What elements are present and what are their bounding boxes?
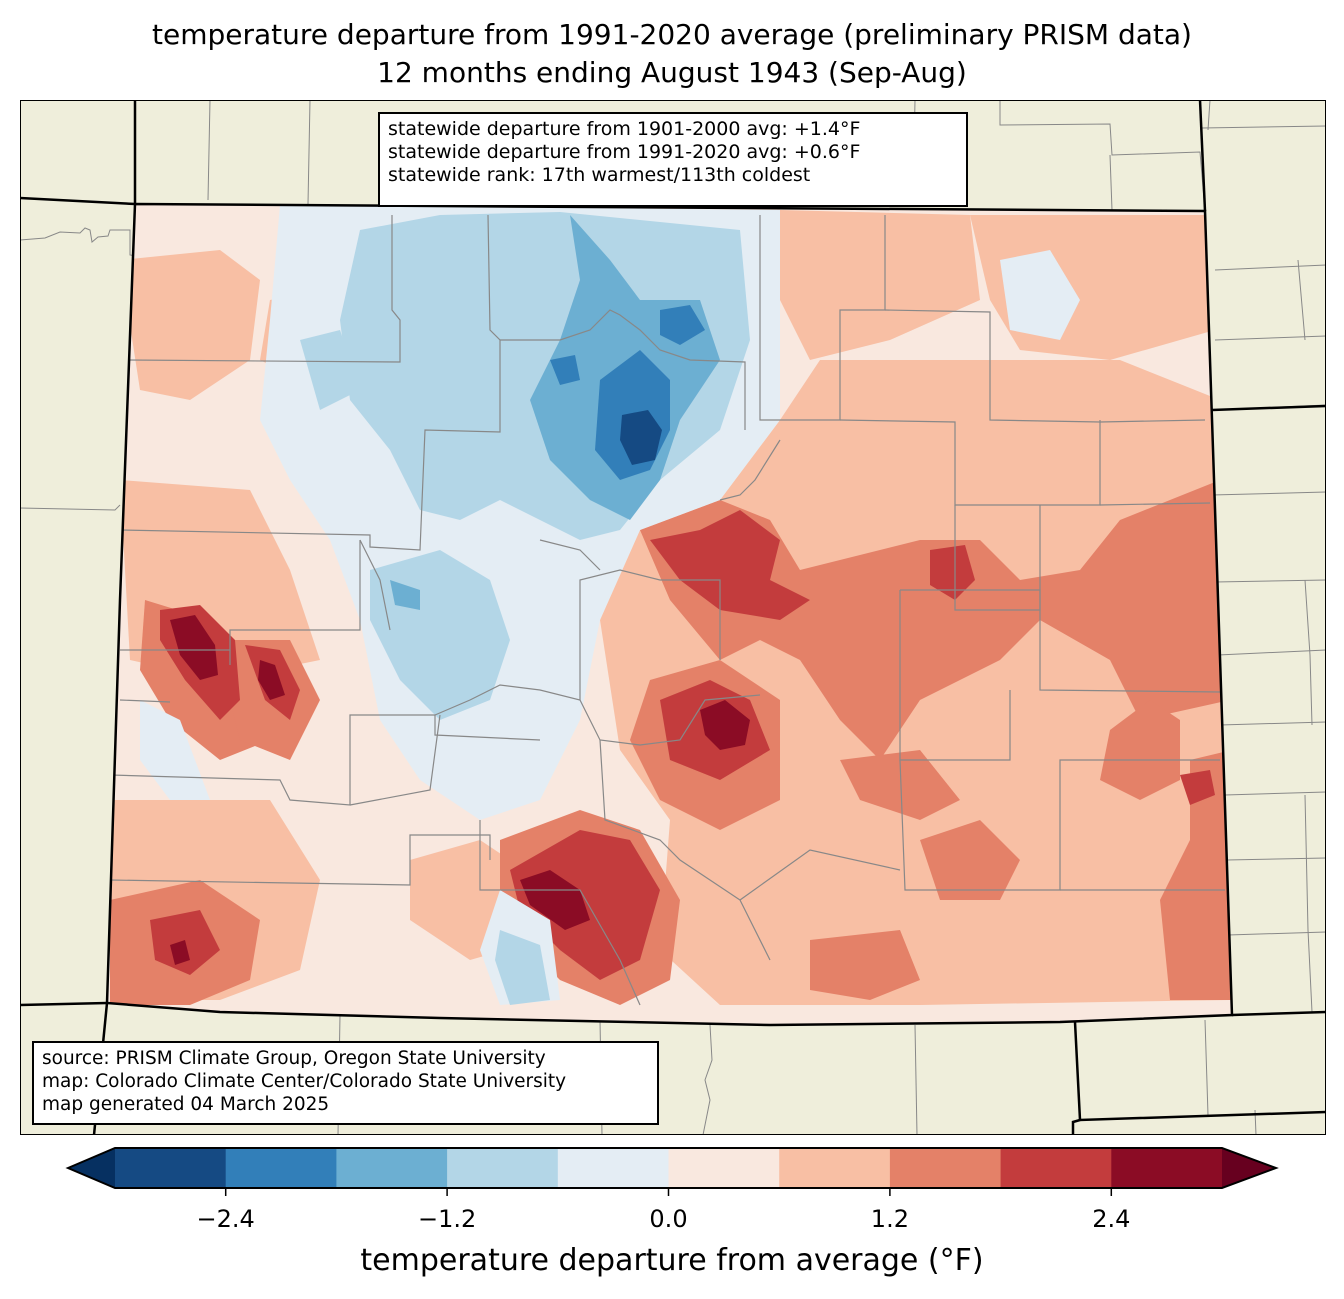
state-borders bbox=[20, 100, 1326, 1135]
colorbar-segment bbox=[889, 1148, 1002, 1188]
colorbar-under-extension bbox=[68, 1148, 115, 1188]
credits-box: source: PRISM Climate Group, Oregon Stat… bbox=[32, 1041, 659, 1125]
stats-rank: statewide rank: 17th warmest/113th colde… bbox=[388, 164, 811, 186]
colorado-border bbox=[105, 202, 1234, 1027]
colorbar-tick-label: −1.2 bbox=[417, 1205, 477, 1233]
colorbar-tick-label: 0.0 bbox=[649, 1205, 688, 1233]
colorbar-segment bbox=[779, 1148, 891, 1188]
colorbar-segment bbox=[1111, 1148, 1223, 1188]
statewide-stats-box: statewide departure from 1901-2000 avg: … bbox=[378, 112, 968, 207]
colorbar-tick-label: −2.4 bbox=[196, 1205, 255, 1233]
map-subtitle: 12 months ending August 1943 (Sep-Aug) bbox=[377, 56, 967, 89]
credits-generated: map generated 04 March 2025 bbox=[42, 1094, 330, 1115]
colorado-contours bbox=[107, 204, 1232, 1025]
colorbar-segment bbox=[115, 1148, 227, 1188]
colorbar-segment bbox=[668, 1148, 780, 1188]
colorbar-outline bbox=[65, 1147, 1279, 1189]
colorbar-segment bbox=[447, 1148, 559, 1188]
stats-departure-1991-2020: statewide departure from 1991-2020 avg: … bbox=[388, 141, 861, 163]
map-title: temperature departure from 1991-2020 ave… bbox=[152, 18, 1192, 51]
colorbar-segment bbox=[336, 1148, 448, 1188]
credits-map: map: Colorado Climate Center/Colorado St… bbox=[42, 1071, 567, 1092]
colorbar bbox=[65, 1147, 1279, 1196]
county-lines bbox=[109, 214, 1225, 1006]
stats-departure-1901-2000: statewide departure from 1901-2000 avg: … bbox=[388, 118, 861, 140]
colorbar-segment bbox=[1000, 1148, 1112, 1188]
colorbar-tick-label: 2.4 bbox=[1092, 1205, 1131, 1233]
colorbar-over-extension bbox=[1222, 1148, 1276, 1188]
colorbar-segment bbox=[557, 1148, 669, 1188]
colorbar-segment bbox=[225, 1148, 337, 1188]
colorbar-label: temperature departure from average (°F) bbox=[360, 1243, 984, 1278]
colorbar-tick-label: 1.2 bbox=[870, 1205, 909, 1233]
credits-source: source: PRISM Climate Group, Oregon Stat… bbox=[42, 1048, 546, 1069]
temperature-departure-map bbox=[20, 100, 1326, 1135]
